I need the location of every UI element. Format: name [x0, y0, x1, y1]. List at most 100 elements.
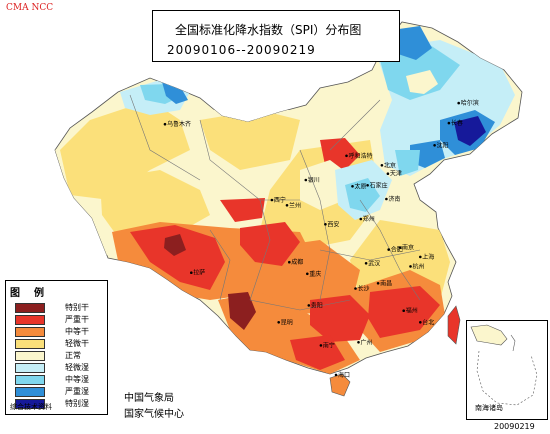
date-stamp: 20090219: [494, 422, 535, 431]
legend-swatch: [15, 363, 45, 373]
city-label: 杭州: [413, 262, 425, 270]
inset-label: 南海诸岛: [475, 404, 503, 412]
city-label: 南宁: [323, 341, 335, 349]
city-label: 南昌: [380, 279, 392, 287]
brand-logo-text: CMA NCC: [6, 3, 54, 13]
agency-name-ncc: 国家气候中心: [124, 409, 184, 420]
city-label: 福州: [406, 307, 418, 315]
legend-label: 正常: [65, 351, 81, 360]
city-label: 乌鲁木齐: [167, 120, 191, 128]
city-label: 天津: [390, 171, 402, 178]
city-label: 呼和浩特: [349, 152, 373, 160]
city-marker: [386, 172, 390, 175]
legend-row-severe-wet: 严重湿: [15, 387, 107, 397]
province-border-2: [249, 199, 271, 301]
city-marker: [398, 246, 402, 249]
city-marker: [376, 282, 380, 285]
city-marker: [366, 184, 369, 187]
spi-region-31: [395, 150, 420, 176]
city-marker: [270, 198, 274, 202]
city-marker: [304, 178, 308, 182]
legend-swatch: [15, 387, 45, 397]
city-label: 西宁: [274, 196, 286, 204]
agency-name-cma: 中国气象局: [124, 393, 174, 404]
city-label: 成都: [291, 258, 303, 266]
legend-label: 轻微干: [65, 339, 89, 348]
spi-region-16: [290, 335, 345, 370]
city-label: 沈阳: [437, 141, 449, 149]
legend-row-moderate-dry: 中等干: [15, 327, 107, 337]
legend-swatch: [15, 375, 45, 385]
legend-swatch: [15, 327, 45, 337]
spi-region-14: [310, 295, 370, 342]
city-marker: [409, 265, 412, 268]
city-label: 合肥: [391, 246, 403, 254]
city-marker: [402, 309, 406, 313]
province-border-0: [129, 94, 201, 181]
legend: 图例 特别干 严重干 中等干 轻微干 正常 轻微湿 中等湿 严重湿 特别湿 综合…: [5, 280, 108, 415]
city-label: 上海: [422, 253, 434, 261]
spi-region-32: [406, 70, 438, 94]
spi-region-10: [130, 225, 225, 290]
legend-label: 中等干: [65, 327, 89, 336]
city-marker: [324, 223, 327, 226]
city-marker: [306, 272, 309, 276]
city-label: 广州: [361, 338, 373, 346]
spi-fill-layer: [55, 26, 515, 374]
legend-title: 图例: [10, 288, 58, 299]
city-label: 台北: [422, 318, 434, 326]
city-marker: [277, 321, 281, 324]
legend-label: 严重干: [65, 315, 89, 324]
legend-label: 严重湿: [65, 387, 89, 396]
city-marker: [380, 164, 384, 167]
city-label: 长春: [451, 119, 463, 127]
spi-region-24: [162, 82, 188, 104]
city-marker: [334, 373, 338, 377]
legend-swatch: [15, 315, 45, 325]
city-marker: [345, 154, 348, 158]
spi-region-13: [220, 198, 265, 222]
city-label: 北京: [384, 161, 396, 169]
legend-swatch: [15, 399, 45, 409]
spi-region-11: [240, 222, 300, 266]
city-marker: [457, 101, 461, 105]
city-marker: [433, 144, 436, 147]
legend-label: 中等湿: [65, 375, 89, 384]
city-marker: [387, 248, 391, 251]
legend-row-moderate-wet: 中等湿: [15, 375, 107, 385]
south-china-sea-inset: 南海诸岛: [466, 320, 548, 420]
province-borders: [129, 94, 421, 311]
city-marker: [163, 122, 167, 126]
spi-region-1: [60, 100, 190, 200]
city-label: 石家庄: [370, 181, 388, 189]
city-label: 济南: [388, 195, 400, 203]
legend-row-extreme-dry: 特别干: [15, 303, 107, 313]
city-marker: [319, 344, 323, 347]
province-border-5: [329, 99, 381, 151]
spi-region-15: [368, 286, 440, 338]
city-label: 南京: [402, 244, 414, 252]
spi-region-4: [200, 110, 300, 170]
inset-map: [470, 324, 538, 406]
city-label: 兰州: [289, 201, 301, 209]
city-label: 哈尔滨: [461, 99, 479, 107]
legend-swatch: [15, 339, 45, 349]
province-border-1: [199, 119, 300, 201]
map-title: 全国标准化降水指数（SPI）分布图: [175, 23, 362, 37]
spi-region-2: [100, 170, 210, 240]
city-label: 银川: [308, 176, 320, 184]
legend-label: 轻微湿: [65, 363, 89, 372]
city-marker: [288, 260, 291, 264]
title-box: 全国标准化降水指数（SPI）分布图 20090106--20090219: [152, 10, 400, 62]
legend-row-extreme-wet: 特别湿: [15, 399, 107, 409]
city-label: 拉萨: [193, 269, 205, 277]
city-marker: [307, 304, 311, 307]
map-period: 20090106--20090219: [167, 43, 316, 57]
province-border-4: [319, 249, 421, 261]
city-label: 昆明: [281, 319, 293, 326]
city-marker: [354, 287, 357, 290]
city-label: 太原: [355, 182, 367, 190]
